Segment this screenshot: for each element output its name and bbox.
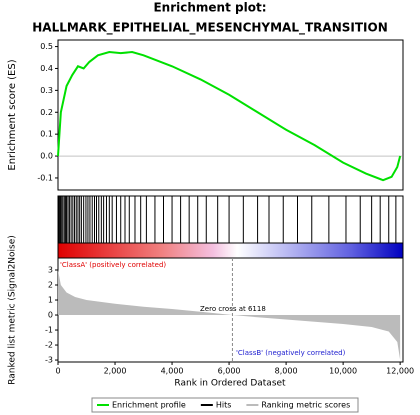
y-tick-label: -1 — [45, 326, 53, 335]
x-tick-label: 12,000 — [386, 367, 414, 376]
y-axis-label: Enrichment score (ES) — [7, 59, 18, 170]
y-tick-label: -2 — [45, 341, 53, 350]
y-tick-label: 0 — [48, 311, 53, 320]
y-tick-label: 0.2 — [40, 108, 53, 117]
x-tick-label: 2,000 — [104, 367, 127, 376]
y-tick-label: -0.1 — [37, 173, 53, 182]
chart-subtitle: HALLMARK_EPITHELIAL_MESENCHYMAL_TRANSITI… — [32, 21, 388, 36]
legend-label: Ranking metric scores — [261, 401, 350, 410]
x-tick-label: 8,000 — [275, 367, 298, 376]
metric-area — [58, 270, 401, 361]
annotation: 'ClassA' (positively correlated) — [60, 261, 166, 269]
y-tick-label: 0.1 — [40, 130, 53, 139]
x-tick-label: 4,000 — [161, 367, 184, 376]
color-bar — [57, 242, 404, 259]
y-tick-label: 0.5 — [40, 42, 53, 51]
legend-label: Hits — [216, 401, 232, 410]
enrichment-line — [57, 51, 402, 182]
y-tick-label: 0.0 — [40, 152, 53, 161]
es-panel — [57, 39, 404, 191]
chart-title: Enrichment plot: — [153, 1, 266, 15]
x-axis-label: Rank in Ordered Dataset — [174, 379, 286, 389]
x-tick-label: 10,000 — [329, 367, 357, 376]
y-tick-label: 0.4 — [40, 64, 53, 73]
x-tick-label: 0 — [55, 367, 60, 376]
y-tick-label: 3 — [48, 266, 53, 275]
y-tick-label: 0.3 — [40, 86, 53, 95]
legend — [91, 397, 359, 413]
legend-label: Enrichment profile — [112, 401, 186, 410]
y-tick-label: 2 — [48, 281, 53, 290]
y-axis-label: Ranked list metric (Signal2Noise) — [8, 235, 18, 385]
x-tick-label: 6,000 — [218, 367, 241, 376]
y-tick-label: -3 — [45, 356, 53, 365]
y-tick-label: 1 — [48, 296, 53, 305]
annotation: 'ClassB' (negatively correlated) — [236, 349, 346, 357]
